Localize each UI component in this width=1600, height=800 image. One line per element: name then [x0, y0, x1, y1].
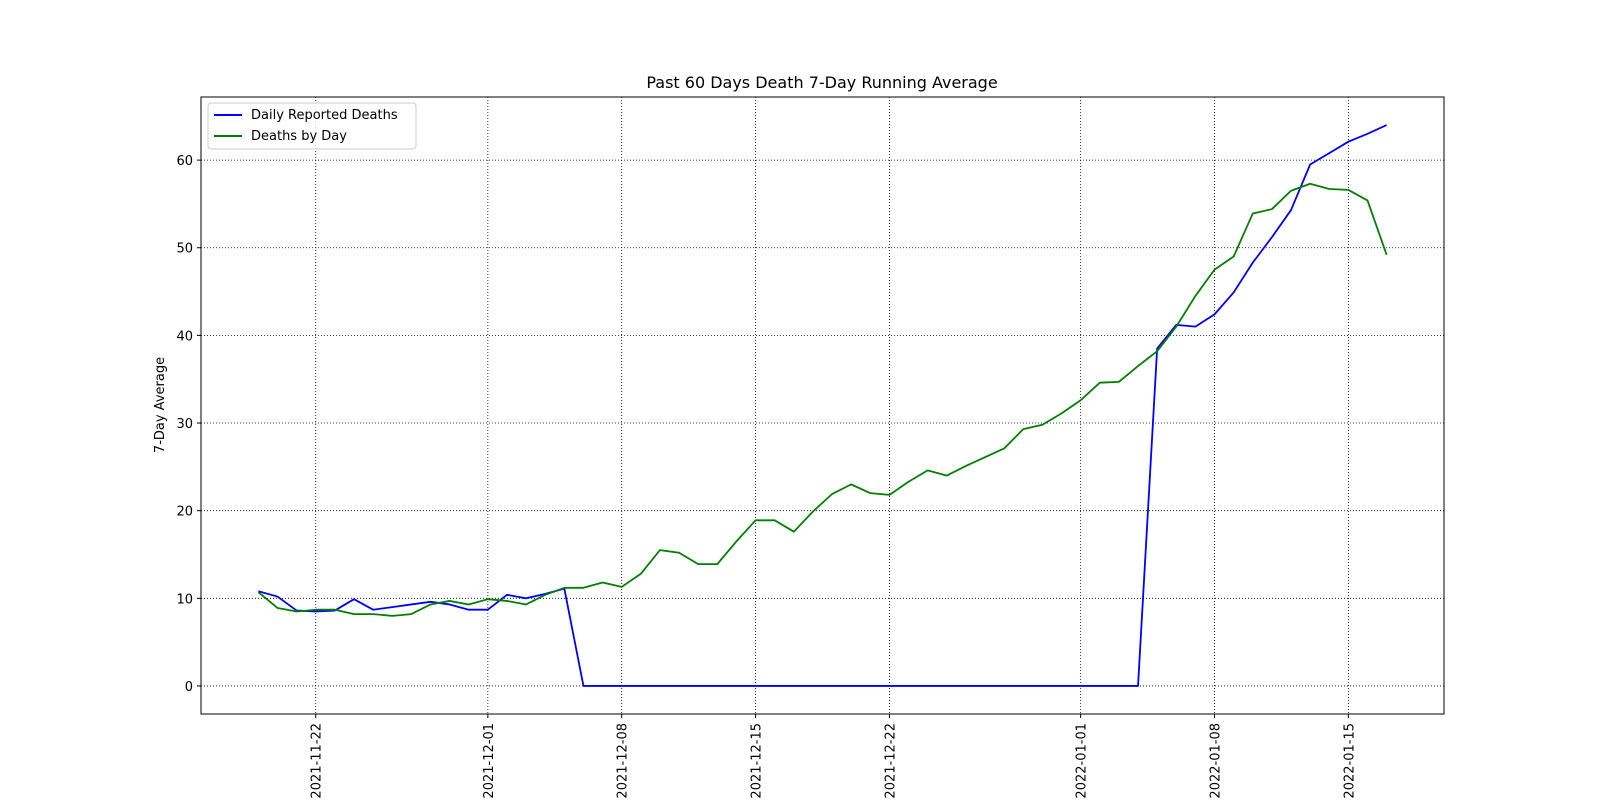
plot-frame: [200, 96, 1445, 715]
legend-box: [207, 102, 417, 150]
y-tick-label: 50: [176, 242, 193, 257]
series-layer: [257, 124, 1388, 687]
legend-label-deaths-by-day: Deaths by Day: [251, 129, 347, 144]
y-tick-label: 30: [176, 417, 193, 432]
y-axis: 0 10 20 30 40 50 60: [176, 154, 201, 695]
legend: Daily Reported Deaths Deaths by Day: [207, 102, 417, 150]
x-tick-label: 2021-12-15: [750, 723, 765, 799]
y-tick-label: 60: [176, 154, 193, 169]
x-tick-label: 2021-12-08: [616, 723, 631, 799]
y-axis-label: 7-Day Average: [153, 357, 168, 453]
x-tick-label: 2022-01-15: [1342, 723, 1357, 799]
grid: [201, 97, 1444, 714]
y-tick-label: 40: [176, 329, 193, 344]
legend-label-daily-reported-deaths: Daily Reported Deaths: [251, 108, 398, 123]
y-tick-label: 0: [185, 680, 193, 695]
y-tick-label: 10: [176, 592, 193, 607]
x-tick-label: 2021-11-22: [310, 723, 325, 799]
chart-title: Past 60 Days Death 7-Day Running Average: [646, 73, 997, 92]
x-tick-label: 2021-12-22: [883, 723, 898, 799]
series-line-daily-reported-deaths: [258, 124, 1388, 687]
x-tick-label: 2021-12-01: [482, 723, 497, 799]
x-tick-label: 2022-01-08: [1209, 723, 1224, 799]
series-line-deaths-by-day: [257, 182, 1388, 617]
x-tick-label: 2022-01-01: [1075, 723, 1090, 799]
x-axis: 2021-11-22 2021-12-01 2021-12-08 2021-12-15…: [310, 714, 1357, 799]
y-tick-label: 20: [176, 505, 193, 520]
